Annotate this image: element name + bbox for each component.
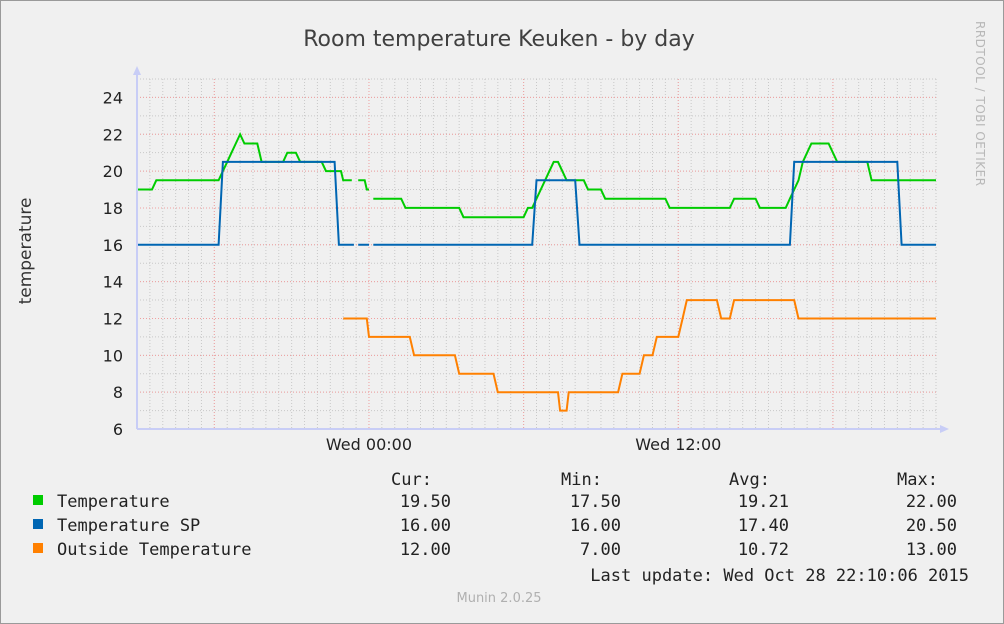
legend-cur-outside-temperature: 12.00	[400, 540, 451, 560]
series-lines	[137, 131, 936, 412]
legend-table: Cur: Min: Avg: Max: Temperature 19.50 17…	[33, 470, 969, 586]
legend-max-outside-temperature: 13.00	[906, 540, 957, 560]
y-tick-label: 22	[103, 125, 123, 144]
legend-header-max: Max:	[897, 470, 938, 490]
legend-swatch-temperature	[33, 495, 43, 505]
series-line-temperature	[137, 131, 936, 219]
legend-min-temperature: 17.50	[570, 492, 621, 512]
legend-max-temperature: 22.00	[906, 492, 957, 512]
legend-header-avg: Avg:	[729, 470, 770, 490]
series-line-outside-temperature	[343, 299, 936, 412]
legend-header-cur: Cur:	[391, 470, 432, 490]
y-tick-label: 12	[103, 309, 123, 328]
y-tick-label: 24	[103, 88, 123, 107]
y-tick-label: 20	[103, 162, 123, 181]
munin-version: Munin 2.0.25	[456, 591, 541, 606]
rrdtool-credit: RRDTOOL / TOBI OETIKER	[973, 21, 987, 187]
x-axis-arrow	[940, 425, 949, 433]
y-tick-labels: 6 8 10 12 14 16 18 20 22 24	[103, 88, 123, 439]
y-tick-label: 6	[113, 420, 123, 439]
last-update: Last update: Wed Oct 28 22:10:06 2015	[590, 566, 969, 586]
y-tick-label: 16	[103, 236, 123, 255]
series-line-temperature-sp	[137, 160, 936, 246]
x-tick-label: Wed 12:00	[635, 435, 721, 454]
y-tick-label: 8	[113, 383, 123, 402]
y-axis-label: temperature	[16, 198, 36, 305]
legend-cur-temperature-sp: 16.00	[400, 516, 451, 536]
grid-lines	[136, 78, 937, 430]
x-tick-labels: Wed 00:00 Wed 12:00	[326, 435, 721, 454]
legend-cur-temperature: 19.50	[400, 492, 451, 512]
chart-title: Room temperature Keuken - by day	[303, 27, 695, 52]
y-axis-arrow	[133, 66, 141, 75]
y-tick-label: 18	[103, 199, 123, 218]
legend-avg-outside-temperature: 10.72	[738, 540, 789, 560]
y-tick-label: 14	[103, 273, 123, 292]
legend-swatch-outside-temperature	[33, 543, 43, 553]
legend-avg-temperature: 19.21	[738, 492, 789, 512]
legend-avg-temperature-sp: 17.40	[738, 516, 789, 536]
y-tick-label: 10	[103, 346, 123, 365]
x-tick-label: Wed 00:00	[326, 435, 412, 454]
axes	[133, 66, 949, 433]
legend-name-temperature-sp: Temperature SP	[57, 516, 200, 536]
legend-min-outside-temperature: 7.00	[580, 540, 621, 560]
legend-min-temperature-sp: 16.00	[570, 516, 621, 536]
legend-header-min: Min:	[561, 470, 602, 490]
legend-name-temperature: Temperature	[57, 492, 170, 512]
legend-name-outside-temperature: Outside Temperature	[57, 540, 251, 560]
legend-swatch-temperature-sp	[33, 519, 43, 529]
legend-max-temperature-sp: 20.50	[906, 516, 957, 536]
